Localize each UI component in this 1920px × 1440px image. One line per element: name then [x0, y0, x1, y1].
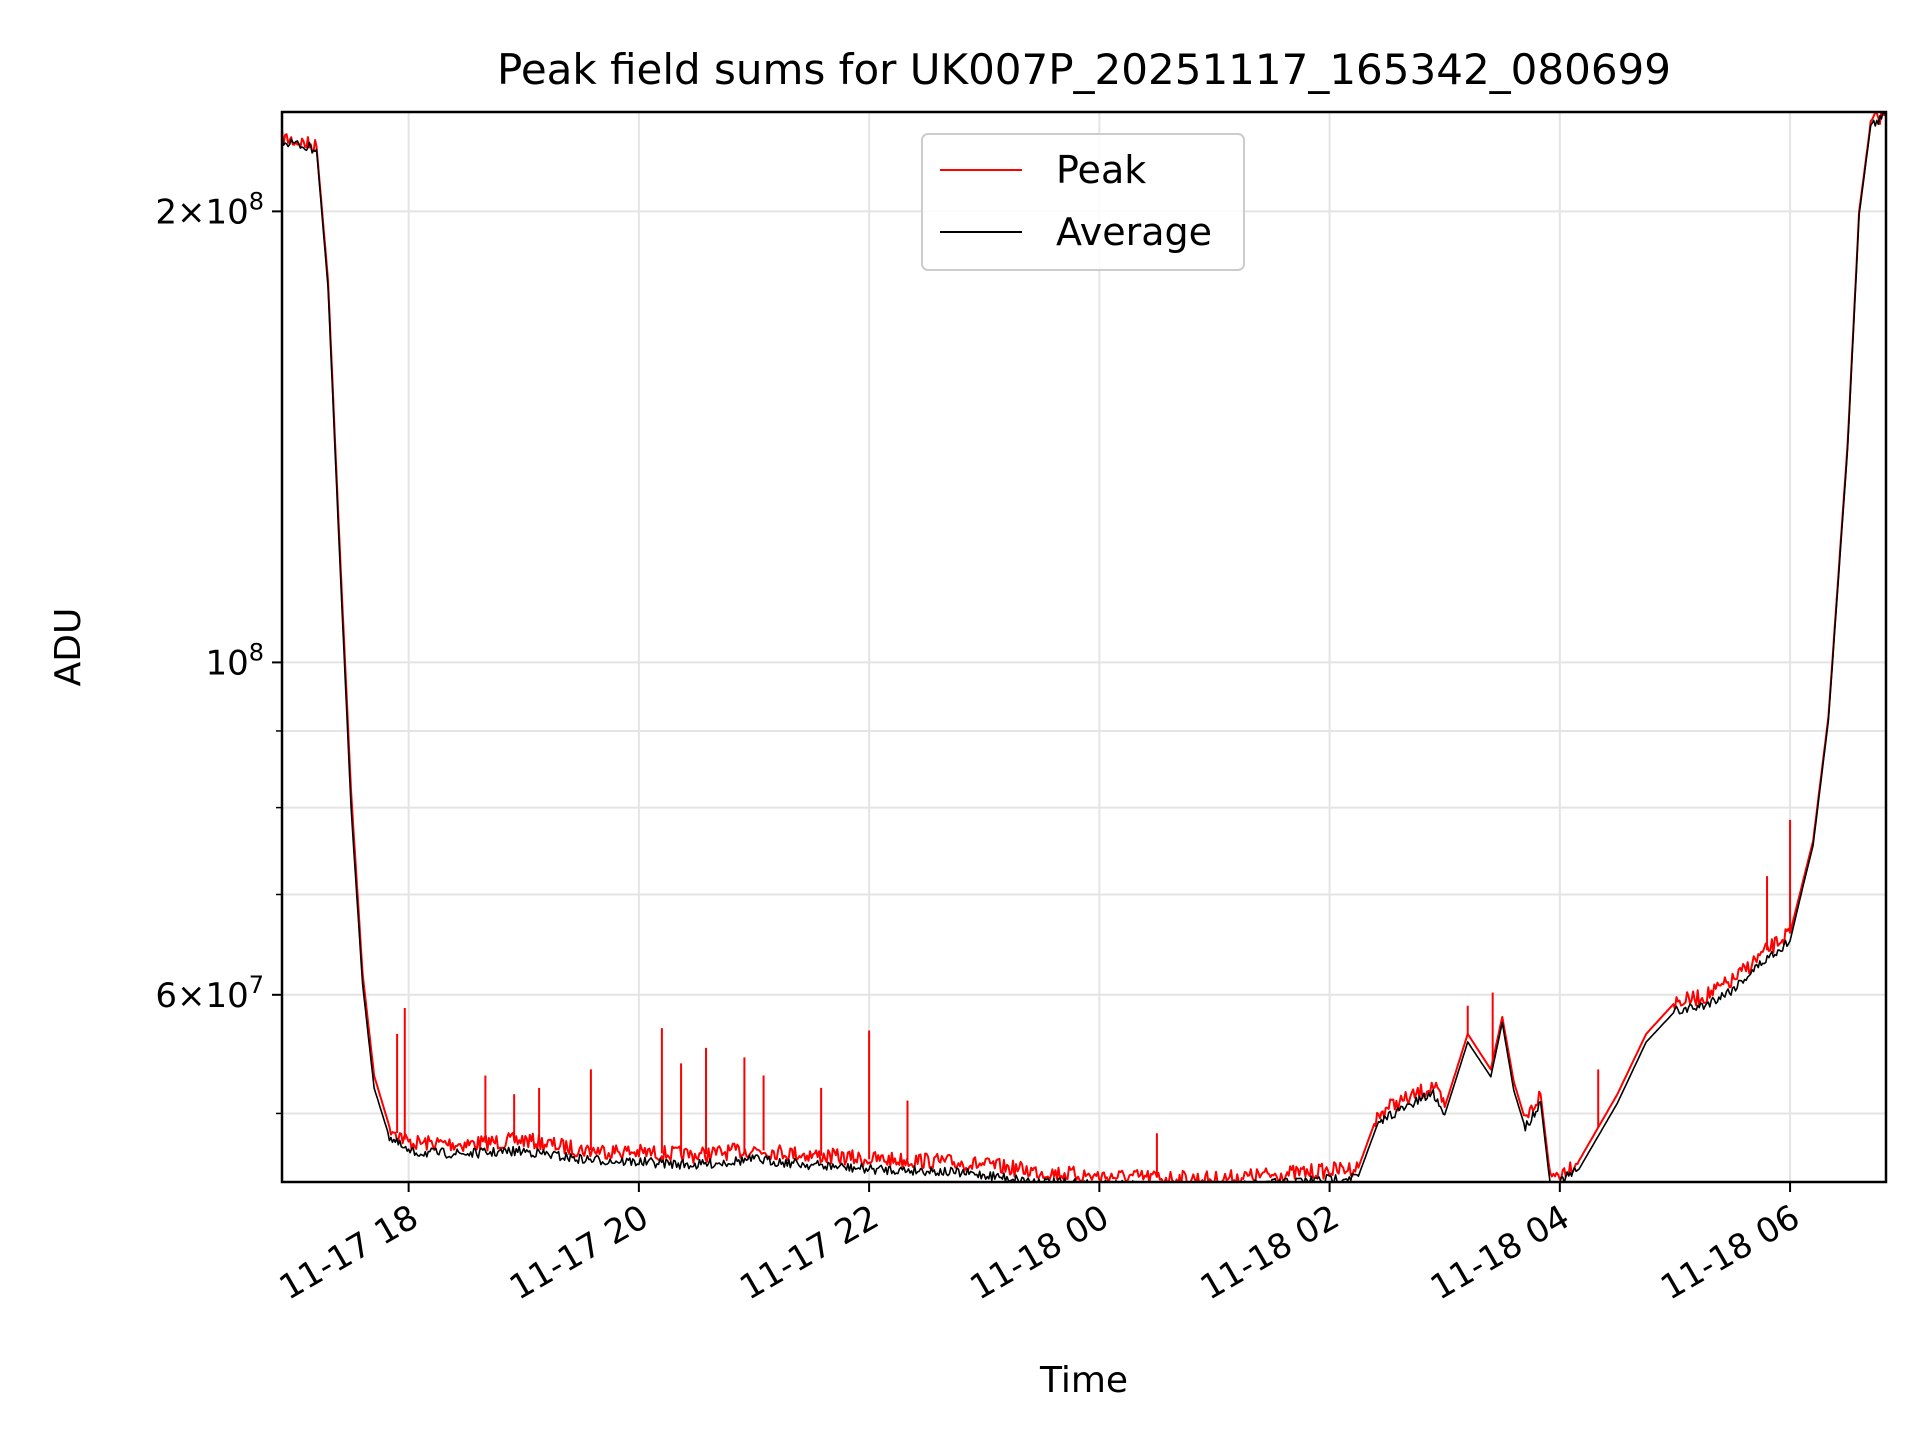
- legend: Peak Average: [921, 133, 1245, 271]
- legend-label-peak: Peak: [1056, 148, 1146, 192]
- plot-frame: [280, 110, 1888, 1184]
- x-tick-label: 11-18 04: [1424, 1197, 1576, 1308]
- series-line-average: [282, 112, 1886, 1182]
- chart-title: Peak field sums for UK007P_20251117_1653…: [497, 45, 1671, 94]
- x-tick-label: 11-18 06: [1654, 1197, 1806, 1308]
- x-axis-label: Time: [1039, 1360, 1128, 1401]
- y-axis-label: ADU: [48, 608, 89, 687]
- x-tick-label: 11-17 20: [503, 1197, 655, 1308]
- legend-label-average: Average: [1056, 210, 1212, 254]
- x-tick-label: 11-18 02: [1194, 1197, 1346, 1308]
- grid: [282, 112, 1886, 1182]
- legend-box: [921, 133, 1245, 271]
- plot-series: [282, 112, 1886, 1182]
- x-tick-label: 11-17 18: [273, 1197, 425, 1308]
- x-tick-label: 11-18 00: [963, 1197, 1115, 1308]
- y-tick-label: 2×108: [155, 187, 264, 232]
- y-tick-label: 108: [205, 638, 264, 683]
- y-tick-label: 6×107: [155, 971, 264, 1016]
- series-line-peak: [282, 112, 1886, 1182]
- x-tick-label: 11-17 22: [733, 1197, 885, 1308]
